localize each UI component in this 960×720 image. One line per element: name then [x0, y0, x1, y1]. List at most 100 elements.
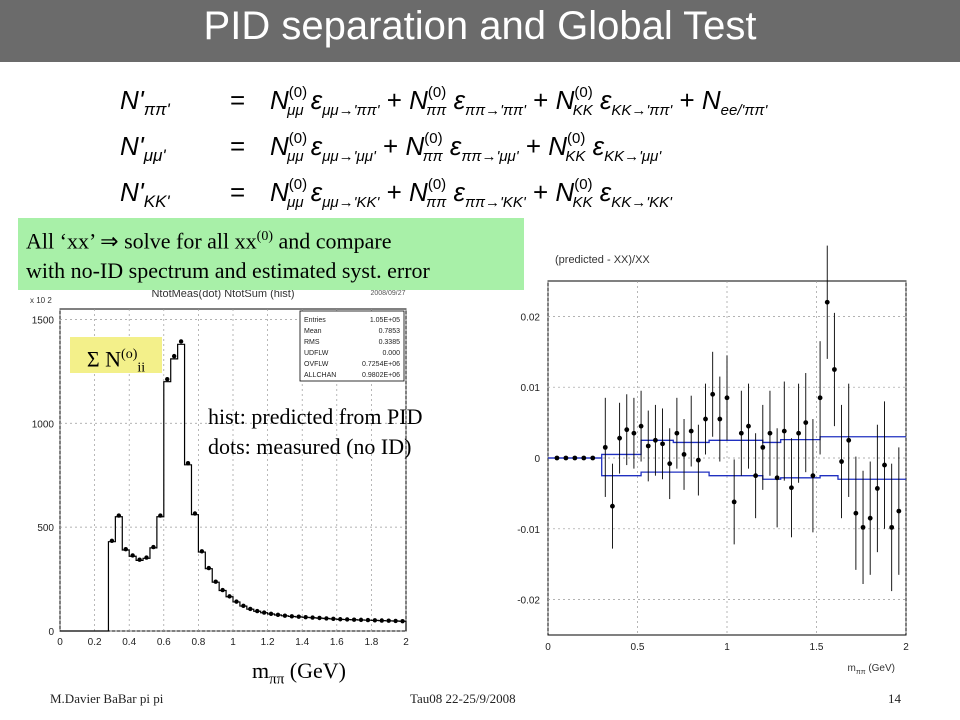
measured-dot — [206, 565, 211, 571]
stats-label: Entries — [304, 317, 326, 324]
ratio-point — [789, 485, 794, 491]
measured-dot — [282, 613, 288, 618]
hist-x-tick-label: 1.8 — [364, 637, 378, 648]
ratio-point — [724, 395, 730, 401]
ratio-y-tick-label: 0.01 — [521, 383, 541, 394]
svg-text:N(0)μμ εμμ→'KK' + N(0)ππ εππ→': N(0) μμ εμμ→'KK' + N(0) ππ εππ→'KK' + N(0)… — [270, 176, 673, 211]
stats-box: Entries 1.05E+05 Mean 0.7853 RMS 0.3385 UDFLW 0… — [299, 310, 405, 382]
ratio-point — [581, 455, 587, 461]
ratio-point — [867, 515, 873, 521]
ratio-point — [653, 437, 658, 443]
hist-date: 2008/09/27 — [370, 290, 405, 297]
measured-dot — [275, 612, 281, 618]
ratio-point — [860, 524, 866, 530]
ratio-y-tick-label: -0.01 — [517, 525, 540, 536]
stats-value: 0.9802E+06 — [362, 372, 400, 379]
measured-dot — [192, 511, 198, 516]
ratio-x-tick-label: 0.5 — [631, 642, 645, 653]
svg-text:N'μμ': N'μμ' — [120, 131, 166, 165]
svg-text:N'KK': N'KK' — [120, 177, 170, 211]
measured-dot — [109, 538, 115, 543]
ratio-point — [874, 486, 880, 491]
equation-pipi: N'ππ' = N(0) μμ εμμ→'ππ' + N(0) ππ εππ→'ππ… — [120, 84, 768, 119]
ratio-x-tick-label: 1 — [724, 642, 730, 653]
hist-y-tick-label: 1500 — [32, 315, 55, 326]
hist-x-tick-label: 0.4 — [122, 637, 136, 648]
measured-dot — [296, 614, 301, 619]
ratio-point — [738, 430, 744, 436]
footer-page-number: 14 — [888, 691, 901, 706]
ratio-point — [817, 395, 823, 401]
measured-dot — [338, 617, 343, 622]
measured-dot — [116, 513, 122, 518]
svg-text:N'ππ': N'ππ' — [120, 85, 171, 119]
ratio-point — [681, 452, 687, 457]
measured-dot — [379, 618, 384, 623]
stats-value: 1.05E+05 — [370, 317, 400, 324]
footer-author: M.Davier BaBar pi pi — [50, 691, 164, 706]
hist-x-tick-label: 0.6 — [157, 637, 171, 648]
ratio-point — [803, 420, 809, 425]
ratio-point — [667, 461, 673, 467]
measured-dot — [158, 513, 163, 518]
svg-text:N(0)μμ εμμ→'ππ' + N(0)ππ εππ→': N(0) μμ εμμ→'ππ' + N(0) ππ εππ→'ππ' + N(0)… — [270, 84, 768, 119]
measured-dot — [234, 599, 239, 604]
mass-axis-label: mππ (GeV) — [252, 658, 346, 688]
measured-dot — [185, 460, 191, 466]
callout-line1a: All ‘xx’ ⇒ solve for all xx — [26, 228, 257, 254]
svg-text:=: = — [230, 85, 245, 115]
ratio-point — [810, 473, 816, 479]
ratio-point — [774, 475, 780, 481]
measured-dot — [130, 553, 135, 558]
stats-frame — [299, 310, 405, 382]
hist-x-tick-label: 1.2 — [261, 637, 275, 648]
ratio-point — [839, 459, 844, 464]
stats-value: 0.000 — [382, 350, 400, 357]
ratio-point — [832, 367, 837, 372]
hist-y-tick-label: 1000 — [32, 419, 55, 430]
ratio-point — [688, 428, 694, 434]
slide-title: PID separation and Global Test — [203, 4, 757, 48]
measured-dot — [303, 614, 308, 620]
stats-label: OVFLW — [304, 361, 329, 368]
ratio-point — [853, 510, 859, 516]
measured-dot — [310, 615, 315, 620]
ratio-title: (predicted - XX)/XX — [555, 254, 650, 266]
hist-x-tick-label: 0.2 — [88, 637, 102, 648]
ratio-point — [896, 508, 902, 514]
ratio-point — [645, 443, 651, 449]
stats-label: UDFLW — [304, 350, 329, 357]
ratio-point — [703, 416, 708, 422]
ratio-point — [674, 430, 680, 436]
mass-spectrum-histogram: NtotMeas(dot) NtotSum (hist) 2008/09/27 … — [30, 288, 409, 648]
measured-dot — [393, 618, 398, 624]
ratio-x-tick-label: 0 — [545, 642, 551, 653]
title-bar — [0, 0, 960, 62]
sigma-sum-label: Σ N(o)ii — [70, 337, 162, 376]
ratio-point — [824, 299, 830, 305]
ratio-point — [710, 391, 716, 397]
hist-x-tick-label: 0.8 — [191, 637, 205, 648]
measured-dot — [289, 614, 295, 619]
hist-note-line1: hist: predicted from PID — [208, 404, 423, 429]
callout-sup: (0) — [256, 229, 273, 244]
hist-x-tick-label: 1.4 — [295, 637, 309, 648]
ratio-point — [889, 524, 895, 530]
hist-y-tick-label: 500 — [37, 523, 54, 534]
solve-callout: All ‘xx’ ⇒ solve for all xx(0) and compa… — [18, 218, 524, 290]
measured-dot — [144, 555, 149, 560]
ratio-point — [624, 427, 630, 433]
svg-text:=: = — [230, 177, 245, 207]
ratio-point — [746, 423, 751, 429]
measured-dot — [324, 616, 329, 621]
stats-value: 0.7254E+06 — [362, 361, 400, 368]
measured-dot — [400, 618, 405, 624]
callout-line1b: and compare — [272, 228, 392, 254]
ratio-xlabel: mππ (GeV) — [848, 663, 895, 676]
measured-dot — [268, 611, 274, 616]
ratio-point — [660, 441, 665, 447]
ratio-point — [638, 423, 644, 429]
measured-dot — [317, 615, 322, 621]
measured-dot — [227, 594, 232, 599]
ratio-x-tick-label: 2 — [903, 642, 909, 653]
